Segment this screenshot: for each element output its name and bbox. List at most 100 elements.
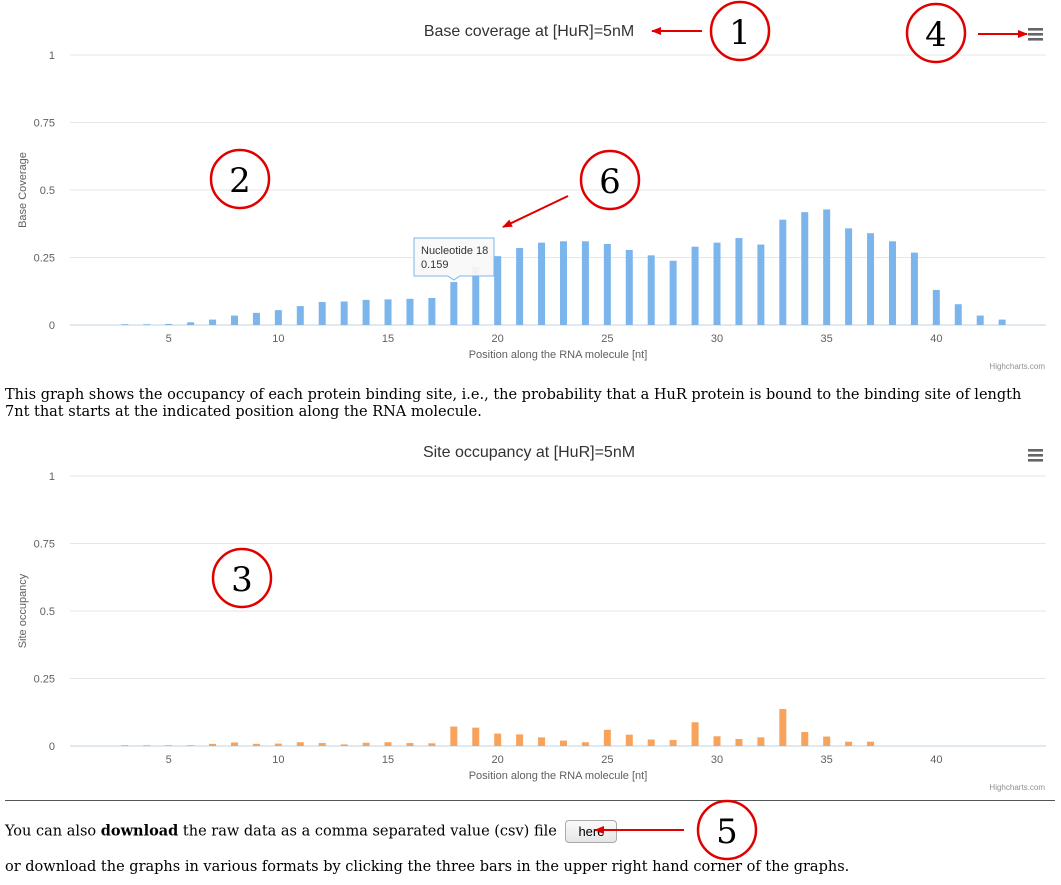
tooltip-value: 0.159	[421, 259, 449, 271]
tooltip-title: Nucleotide 18	[421, 245, 488, 257]
y-tick-label: 1	[49, 50, 55, 62]
bar	[713, 242, 721, 325]
bar	[143, 324, 151, 325]
y-tick-label: 0.25	[34, 674, 55, 686]
bar	[691, 246, 699, 325]
bar	[274, 743, 282, 746]
bar	[603, 729, 611, 746]
bar	[998, 319, 1006, 325]
bar	[581, 241, 589, 325]
annotation-5: 5	[594, 799, 758, 861]
footer-text: or download the graphs in various format…	[5, 859, 850, 875]
bar	[362, 742, 370, 746]
bar	[669, 260, 677, 325]
y-tick-label: 0.75	[34, 539, 55, 551]
y-tick-label: 1	[49, 471, 55, 483]
y-tick-label: 0.5	[40, 185, 55, 197]
bar	[384, 299, 392, 325]
bar	[362, 299, 370, 325]
bar	[910, 252, 918, 325]
chart-title: Base coverage at [HuR]=5nM	[424, 23, 634, 40]
bar	[867, 233, 875, 325]
bar	[867, 741, 875, 746]
site-occupancy-chart: Site occupancy at [HuR]=5nM 0 0.25 0.5 0.75 1…	[17, 444, 1046, 792]
y-tick-label: 0	[49, 320, 55, 332]
x-tick-label: 5	[166, 333, 172, 345]
download-prefix: You can also	[5, 823, 101, 840]
bar	[669, 740, 677, 746]
bar	[450, 726, 458, 746]
bar	[516, 734, 524, 746]
bar	[801, 212, 809, 325]
chart-title: Site occupancy at [HuR]=5nM	[423, 444, 635, 461]
x-tick-label: 15	[382, 333, 394, 345]
tooltip: Nucleotide 18 0.159	[413, 237, 495, 281]
y-tick-label: 0.75	[34, 118, 55, 130]
bar	[187, 745, 195, 746]
bar	[647, 739, 655, 746]
download-bold: download	[100, 822, 179, 840]
bar	[494, 256, 502, 325]
y-axis-label: Site occupancy	[17, 573, 29, 648]
bar	[274, 310, 282, 325]
bar	[230, 315, 238, 325]
base-coverage-chart: Base coverage at [HuR]=5nM 0 0.25 0.5 0.75 1 B…	[17, 23, 1046, 371]
x-tick-label: 25	[601, 754, 613, 766]
download-line: You can also download the raw data as a …	[5, 820, 618, 843]
credits-label: Highcharts.com	[989, 362, 1045, 371]
download-csv-button[interactable]: here	[565, 820, 618, 843]
x-tick-label: 35	[821, 333, 833, 345]
bar	[428, 298, 436, 325]
annotation-circle	[696, 799, 758, 861]
bar	[450, 282, 458, 325]
bar	[296, 306, 304, 325]
bar	[801, 731, 809, 746]
bar	[538, 737, 546, 746]
bar	[735, 238, 743, 325]
x-tick-label: 20	[492, 754, 504, 766]
bar	[559, 241, 567, 325]
bar	[954, 304, 962, 325]
tooltip-box	[413, 237, 495, 281]
bar	[252, 312, 260, 325]
bar	[340, 301, 348, 325]
bar	[472, 266, 480, 325]
bar	[516, 248, 524, 325]
x-tick-label: 30	[711, 754, 723, 766]
x-tick-label: 40	[930, 333, 942, 345]
bar	[318, 302, 326, 325]
bar	[713, 736, 721, 746]
bar	[625, 249, 633, 325]
x-tick-label: 5	[166, 754, 172, 766]
occupancy-description: This graph shows the occupancy of each p…	[5, 387, 1022, 420]
divider-line	[5, 800, 1055, 801]
hamburger-menu-icon[interactable]	[1026, 446, 1045, 464]
bar	[230, 742, 238, 746]
menu-bar	[1028, 454, 1043, 457]
bar	[559, 740, 567, 746]
bar	[428, 743, 436, 746]
x-tick-label: 20	[492, 333, 504, 345]
hamburger-menu-icon[interactable]	[1026, 25, 1045, 43]
bar	[406, 298, 414, 325]
y-tick-label: 0.5	[40, 606, 55, 618]
bar	[976, 315, 984, 325]
bar	[165, 745, 173, 746]
x-axis-label: Position along the RNA molecule [nt]	[469, 770, 648, 782]
x-tick-label: 10	[272, 333, 284, 345]
bar	[384, 742, 392, 746]
bar	[318, 743, 326, 746]
bar	[406, 743, 414, 746]
bar	[647, 255, 655, 325]
bar	[779, 709, 787, 746]
bar	[494, 733, 502, 746]
bar	[888, 241, 896, 325]
bar	[121, 324, 129, 325]
menu-bar	[1028, 459, 1043, 462]
x-tick-label: 30	[711, 333, 723, 345]
bar	[209, 319, 217, 325]
download-suffix: the raw data as a comma separated value …	[178, 823, 557, 840]
bar	[845, 741, 853, 746]
bar	[691, 722, 699, 746]
bar	[757, 244, 765, 325]
